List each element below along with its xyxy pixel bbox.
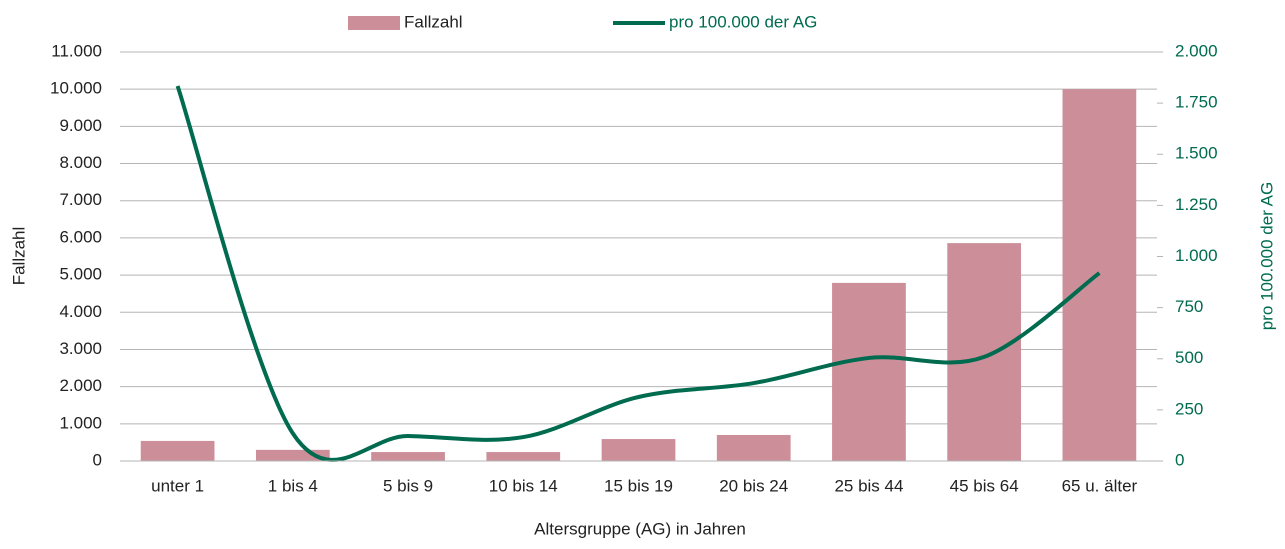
y-tick-label: 1.000: [59, 413, 102, 432]
y-tick-label: 2.000: [59, 376, 102, 395]
x-tick-label: 5 bis 9: [383, 476, 433, 495]
y-tick-label: 0: [93, 450, 102, 469]
legend-label: pro 100.000 der AG: [669, 12, 817, 31]
y-tick-label: 3.000: [59, 339, 102, 358]
y2-tick-label: 750: [1175, 297, 1203, 316]
bar: [371, 452, 445, 461]
y2-tick-label: 1.250: [1175, 195, 1218, 214]
x-tick-label: 65 u. älter: [1062, 476, 1138, 495]
x-tick-label: 1 bis 4: [268, 476, 318, 495]
bar: [255, 449, 330, 461]
legend-label: Fallzahl: [404, 12, 463, 31]
x-tick-label: 20 bis 24: [719, 476, 788, 495]
bar: [601, 439, 676, 461]
legend-swatch: [348, 16, 400, 30]
y2-tick-label: 0: [1175, 450, 1184, 469]
y-tick-label: 9.000: [59, 116, 102, 135]
y2-tick-label: 250: [1175, 399, 1203, 418]
y-tick-label: 7.000: [59, 190, 102, 209]
bar: [947, 243, 1022, 461]
line: [175, 85, 1101, 462]
x-tick-label: 45 bis 64: [950, 476, 1019, 495]
y-tick-label: 6.000: [59, 227, 102, 246]
x-axis-title: Altersgruppe (AG) in Jahren: [534, 519, 746, 538]
y-tick-label: 5.000: [59, 265, 102, 284]
x-tick-label: 10 bis 14: [489, 476, 558, 495]
y-tick-label: 11.000: [51, 41, 102, 60]
y-tick-label: 10.000: [50, 79, 102, 98]
y-axis-title: Fallzahl: [9, 227, 28, 286]
x-tick-label: unter 1: [151, 476, 204, 495]
bar: [140, 440, 215, 461]
y2-tick-label: 1.500: [1175, 144, 1218, 163]
y2-tick-label: 1.000: [1175, 246, 1218, 265]
bar: [716, 434, 791, 461]
y-tick-label: 4.000: [59, 302, 102, 321]
y2-tick-label: 2.000: [1175, 41, 1218, 60]
x-tick-label: 15 bis 19: [604, 476, 673, 495]
bar: [832, 282, 906, 461]
y2-tick-label: 1.750: [1175, 93, 1218, 112]
bar: [486, 452, 561, 461]
y-tick-label: 8.000: [59, 153, 102, 172]
y2-axis-title: pro 100.000 der AG: [1257, 182, 1276, 330]
y2-tick-label: 500: [1175, 348, 1203, 367]
x-tick-label: 25 bis 44: [834, 476, 903, 495]
